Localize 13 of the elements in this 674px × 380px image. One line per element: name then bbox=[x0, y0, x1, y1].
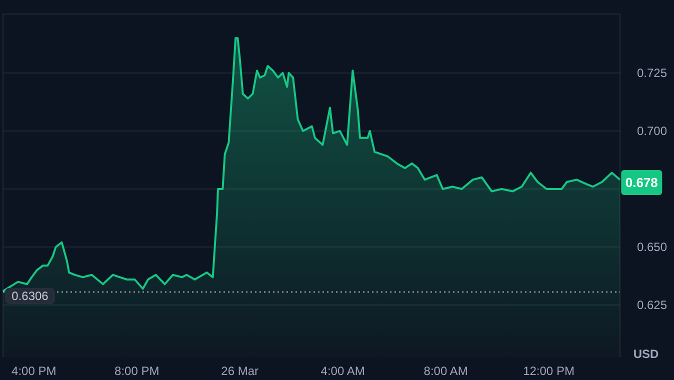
x-tick-label: 8:00 AM bbox=[424, 364, 468, 378]
y-tick-label: 0.650 bbox=[636, 240, 668, 254]
annotation: 0.678 bbox=[625, 175, 658, 190]
x-tick-label: 4:00 AM bbox=[320, 364, 365, 378]
x-tick-label: 8:00 PM bbox=[114, 364, 160, 378]
y-tick-label: 0.625 bbox=[636, 298, 668, 312]
x-tick-label: 26 Mar bbox=[221, 364, 259, 378]
x-tick-label: 4:00 PM bbox=[12, 364, 56, 378]
x-tick-label: 12:00 PM bbox=[523, 364, 574, 378]
ref-line-label: 0.6306 bbox=[12, 289, 49, 304]
y-axis-title: USD bbox=[633, 347, 659, 361]
y-tick-label: 0.700 bbox=[636, 124, 668, 138]
y-tick-label: 0.725 bbox=[636, 66, 668, 80]
